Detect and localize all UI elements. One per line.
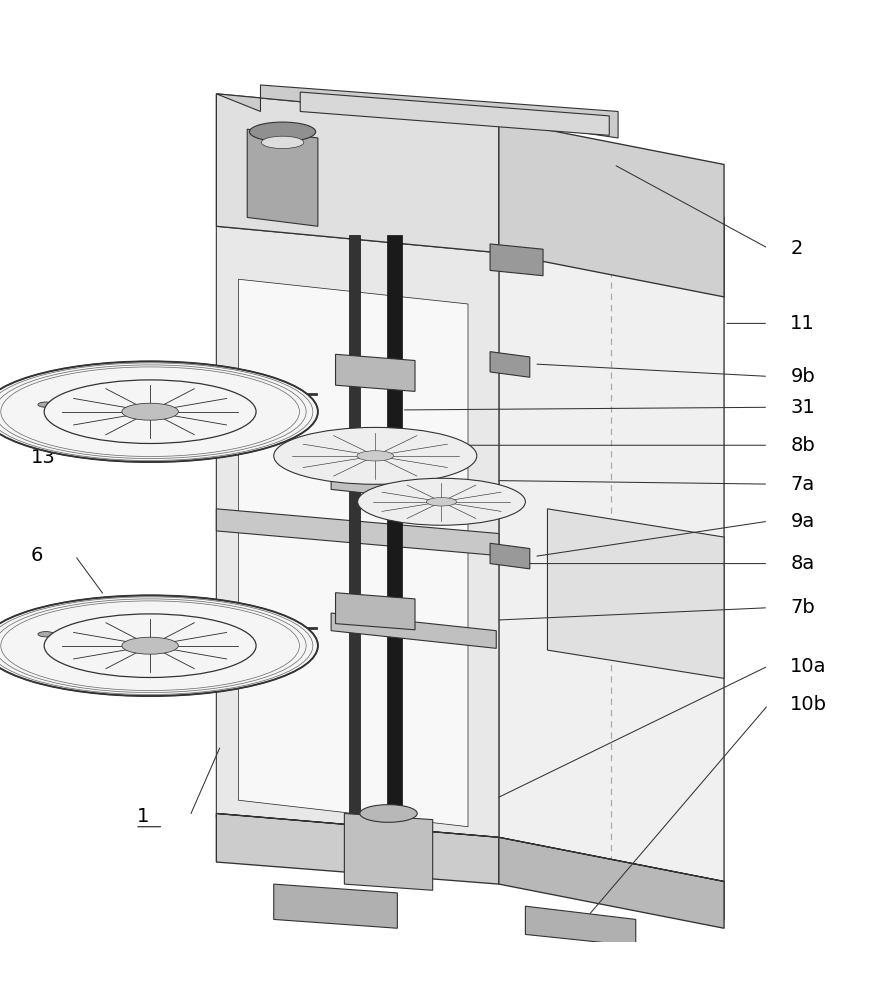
Polygon shape xyxy=(331,472,496,507)
Text: 1: 1 xyxy=(137,807,149,826)
Polygon shape xyxy=(216,813,499,884)
Ellipse shape xyxy=(38,632,54,637)
Text: 11: 11 xyxy=(790,314,815,333)
Text: 6: 6 xyxy=(31,546,43,565)
Text: 9b: 9b xyxy=(790,367,815,386)
Ellipse shape xyxy=(274,427,477,484)
Text: 31: 31 xyxy=(790,398,815,417)
Text: 7a: 7a xyxy=(790,475,814,494)
Ellipse shape xyxy=(0,361,318,462)
Polygon shape xyxy=(344,813,433,890)
Text: 13: 13 xyxy=(31,448,56,467)
Polygon shape xyxy=(490,244,543,276)
Polygon shape xyxy=(499,120,724,297)
Ellipse shape xyxy=(0,595,318,696)
Text: 10b: 10b xyxy=(790,695,827,714)
Ellipse shape xyxy=(44,380,256,443)
Polygon shape xyxy=(216,509,499,556)
Polygon shape xyxy=(336,354,415,391)
Polygon shape xyxy=(490,352,530,377)
Polygon shape xyxy=(216,813,724,881)
Polygon shape xyxy=(336,593,415,630)
Ellipse shape xyxy=(249,122,316,142)
Polygon shape xyxy=(349,235,360,849)
Polygon shape xyxy=(300,92,609,135)
Text: 8a: 8a xyxy=(790,554,814,573)
Text: 7b: 7b xyxy=(790,598,815,617)
Ellipse shape xyxy=(426,498,457,506)
Ellipse shape xyxy=(122,403,178,420)
Polygon shape xyxy=(387,235,402,849)
Polygon shape xyxy=(499,837,724,928)
Polygon shape xyxy=(216,94,499,253)
Polygon shape xyxy=(274,884,397,928)
Ellipse shape xyxy=(38,402,54,407)
Ellipse shape xyxy=(261,136,304,149)
Text: 8b: 8b xyxy=(790,436,815,455)
Text: 2: 2 xyxy=(790,239,803,258)
Polygon shape xyxy=(238,279,468,827)
Text: 10a: 10a xyxy=(790,657,826,676)
Polygon shape xyxy=(547,509,724,678)
Ellipse shape xyxy=(357,451,394,461)
Polygon shape xyxy=(525,906,636,946)
Text: 9a: 9a xyxy=(790,512,814,531)
Polygon shape xyxy=(499,169,724,919)
Polygon shape xyxy=(216,85,618,138)
Ellipse shape xyxy=(358,478,525,525)
Polygon shape xyxy=(331,613,496,648)
Polygon shape xyxy=(247,129,318,226)
Ellipse shape xyxy=(360,805,417,822)
Ellipse shape xyxy=(44,614,256,677)
Polygon shape xyxy=(216,226,499,866)
Ellipse shape xyxy=(122,637,178,654)
Polygon shape xyxy=(490,543,530,569)
